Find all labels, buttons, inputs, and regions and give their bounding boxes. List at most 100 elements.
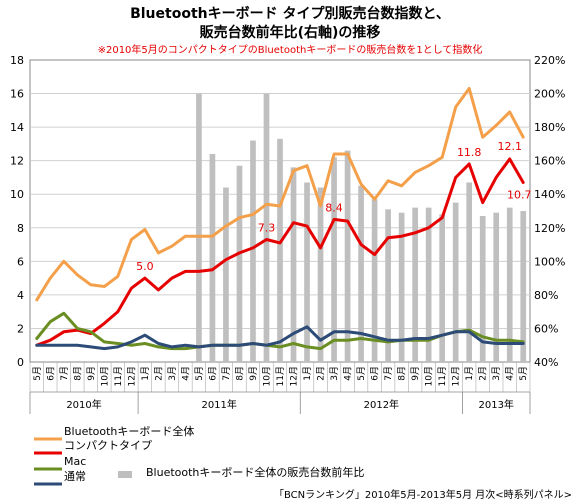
x-tick-label: 1月 xyxy=(464,366,475,381)
x-tick-label: 9月 xyxy=(410,366,421,381)
x-tick-label: 5月 xyxy=(32,366,43,381)
bar xyxy=(290,167,297,362)
bar xyxy=(236,165,243,362)
data-label: 5.0 xyxy=(136,260,154,273)
bar xyxy=(466,182,473,362)
bar xyxy=(358,185,364,362)
bar xyxy=(277,138,283,362)
y-left-tick-label: 8 xyxy=(17,222,24,235)
x-tick-label: 3月 xyxy=(491,366,502,381)
x-tick-label: 2月 xyxy=(316,366,327,381)
x-tick-label: 6月 xyxy=(207,366,218,381)
y-left-tick-label: 16 xyxy=(10,88,24,101)
legend-label: Bluetoothキーボード全体 xyxy=(64,424,194,438)
y-right-tick-label: 120% xyxy=(534,222,565,235)
bar xyxy=(304,182,310,362)
data-label: 7.3 xyxy=(258,222,276,235)
y-right-tick-label: 180% xyxy=(534,121,565,134)
legend-label: 通常 xyxy=(64,470,86,483)
legend-swatch xyxy=(118,471,132,478)
y-right-tick-label: 200% xyxy=(534,88,565,101)
y-right-tick-label: 80% xyxy=(534,289,558,302)
y-right-tick-label: 40% xyxy=(534,356,558,369)
bar xyxy=(209,153,216,362)
data-label: 12.1 xyxy=(497,140,522,153)
x-tick-label: 8月 xyxy=(397,366,408,381)
x-tick-label: 1月 xyxy=(140,366,151,381)
x-tick-label: 7月 xyxy=(59,366,70,381)
chart-title: Bluetoothキーボード タイプ別販売台数指数と、 xyxy=(130,6,450,22)
y-right-tick-label: 160% xyxy=(534,155,565,168)
x-year-label: 2011年 xyxy=(201,398,236,411)
legend-label: Mac xyxy=(64,455,86,468)
source-note: 「BCNランキング」2010年5月-2013年5月 月次<時系列パネル> xyxy=(273,490,572,501)
x-tick-label: 7月 xyxy=(383,366,394,381)
chart-title-line2: 販売台数前年比(右軸)の推移 xyxy=(199,25,381,41)
series-line xyxy=(35,157,525,347)
bar xyxy=(479,216,486,362)
x-tick-label: 5月 xyxy=(194,366,205,381)
x-tick-label: 10月 xyxy=(261,366,272,386)
x-tick-label: 4月 xyxy=(180,366,191,381)
data-label: 8.4 xyxy=(325,201,343,214)
y-left-tick-label: 2 xyxy=(17,322,24,335)
x-tick-label: 10月 xyxy=(424,366,435,386)
bar xyxy=(425,207,432,362)
x-tick-label: 3月 xyxy=(329,366,340,381)
x-tick-label: 6月 xyxy=(45,366,56,381)
x-tick-label: 5月 xyxy=(518,366,529,381)
bar xyxy=(196,93,202,363)
x-tick-label: 10月 xyxy=(99,366,110,386)
y-left-tick-label: 6 xyxy=(17,255,24,268)
x-tick-label: 11月 xyxy=(113,366,124,386)
x-tick-label: 11月 xyxy=(275,366,286,386)
bar xyxy=(344,150,351,362)
y-left-tick-label: 0 xyxy=(17,356,24,369)
bar xyxy=(385,209,391,362)
bar xyxy=(317,187,324,362)
x-tick-label: 5月 xyxy=(356,366,367,381)
legend-label: コンパクトタイプ xyxy=(64,439,152,452)
y-right-tick-label: 140% xyxy=(534,188,565,201)
x-tick-label: 11月 xyxy=(437,366,448,386)
data-label: 11.8 xyxy=(457,146,482,159)
x-tick-label: 7月 xyxy=(221,366,232,381)
x-tick-label: 8月 xyxy=(72,366,83,381)
x-tick-label: 12月 xyxy=(451,366,462,386)
bar xyxy=(439,214,445,362)
y-left-tick-label: 12 xyxy=(10,155,24,168)
bar xyxy=(398,212,405,362)
x-tick-label: 12月 xyxy=(289,366,300,386)
legend-label: Bluetoothキーボード全体の販売台数前年比 xyxy=(146,465,364,479)
y-left-tick-label: 10 xyxy=(10,188,24,201)
y-left-tick-label: 18 xyxy=(10,54,24,67)
x-tick-label: 9月 xyxy=(86,366,97,381)
x-tick-label: 3月 xyxy=(167,366,178,381)
y-right-tick-label: 60% xyxy=(534,322,558,335)
x-tick-label: 8月 xyxy=(234,366,245,381)
chart-subtitle: ※2010年5月のコンパクトタイプのBluetoothキーボードの販売台数を1と… xyxy=(97,45,483,56)
y-left-tick-label: 14 xyxy=(10,121,24,134)
bar xyxy=(263,93,270,363)
bar xyxy=(371,199,378,362)
x-tick-label: 2月 xyxy=(478,366,489,381)
y-right-tick-label: 220% xyxy=(534,54,565,67)
bar xyxy=(520,211,527,362)
series-line xyxy=(35,87,525,302)
bar xyxy=(412,207,418,362)
x-tick-label: 1月 xyxy=(302,366,313,381)
bar xyxy=(223,187,229,362)
series-line xyxy=(35,325,525,351)
x-tick-label: 2月 xyxy=(153,366,164,381)
bar xyxy=(250,140,256,362)
x-tick-label: 9月 xyxy=(248,366,259,381)
x-year-label: 2010年 xyxy=(66,398,101,411)
bar xyxy=(331,157,337,362)
x-year-label: 2012年 xyxy=(364,398,399,411)
x-tick-label: 4月 xyxy=(505,366,516,381)
x-tick-label: 6月 xyxy=(370,366,381,381)
y-right-tick-label: 100% xyxy=(534,255,565,268)
x-tick-label: 4月 xyxy=(343,366,354,381)
data-label: 10.7 xyxy=(507,188,532,201)
